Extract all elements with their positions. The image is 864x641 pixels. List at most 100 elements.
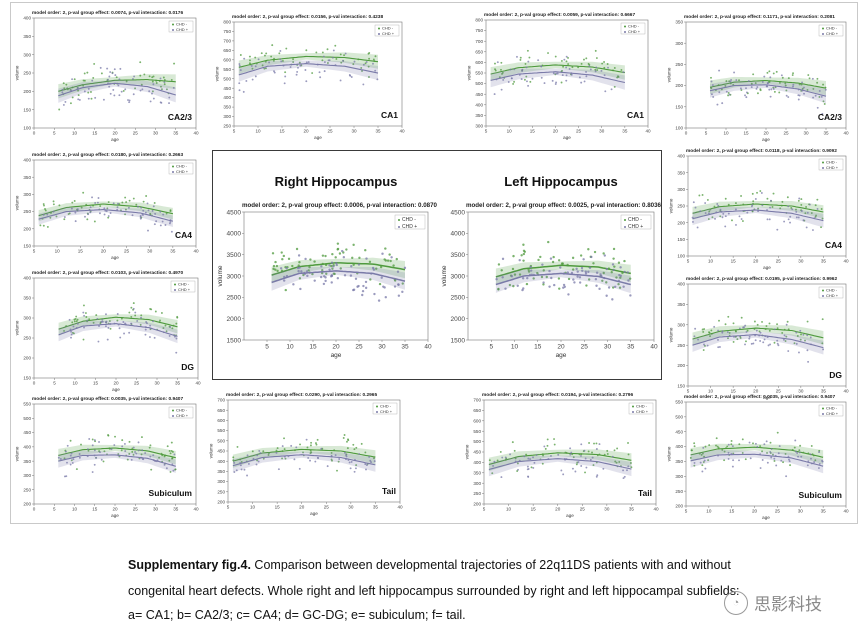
scatter-point bbox=[130, 322, 133, 325]
scatter-point bbox=[495, 278, 498, 281]
scatter-point bbox=[69, 463, 72, 466]
scatter-point bbox=[132, 302, 135, 305]
scatter-point bbox=[577, 461, 580, 463]
legend-label: CHD - bbox=[178, 282, 190, 287]
scatter-point bbox=[322, 55, 325, 58]
scatter-point bbox=[170, 230, 173, 233]
scatter-point bbox=[240, 468, 243, 471]
scatter-point bbox=[334, 44, 337, 47]
scatter-point bbox=[616, 447, 619, 450]
scatter-point bbox=[617, 282, 620, 286]
scatter-point bbox=[510, 77, 513, 80]
scatter-point bbox=[337, 460, 340, 463]
confidence-band bbox=[38, 206, 173, 228]
y-tick-label: 450 bbox=[217, 449, 225, 454]
fit-curve bbox=[692, 334, 824, 349]
scatter-point bbox=[139, 89, 142, 92]
scatter-point bbox=[140, 316, 142, 319]
scatter-point bbox=[787, 218, 790, 221]
scatter-point bbox=[139, 61, 142, 64]
x-tick-label: 5 bbox=[687, 389, 690, 394]
scatter-point bbox=[147, 229, 149, 232]
scatter-point bbox=[726, 445, 729, 448]
scatter-point bbox=[704, 445, 707, 448]
scatter-point bbox=[746, 329, 749, 332]
confidence-band bbox=[58, 74, 176, 99]
scatter-point bbox=[769, 76, 772, 79]
scatter-point bbox=[785, 94, 788, 97]
panel-tail-left: model order: 2, p-val group effect: 0.01… bbox=[464, 392, 659, 518]
scatter-point bbox=[542, 283, 545, 286]
legend-label: CHD + bbox=[826, 31, 839, 36]
scatter-point bbox=[99, 322, 102, 325]
scatter-point bbox=[273, 71, 276, 74]
x-tick-label: 15 bbox=[531, 507, 537, 512]
scatter-point bbox=[804, 212, 807, 215]
scatter-point bbox=[770, 199, 772, 202]
scatter-point bbox=[525, 453, 528, 456]
scatter-point bbox=[118, 78, 121, 81]
legend-box bbox=[628, 402, 654, 415]
legend-label: CHD + bbox=[826, 411, 839, 416]
scatter-point bbox=[731, 219, 733, 222]
legend-marker bbox=[172, 29, 174, 31]
y-tick-label: 1500 bbox=[451, 337, 466, 344]
scatter-point bbox=[739, 87, 742, 90]
scatter-point bbox=[271, 252, 275, 255]
legend-label: CHD + bbox=[176, 413, 189, 418]
x-tick-label: 20 bbox=[101, 249, 107, 254]
scatter-point bbox=[745, 330, 748, 333]
scatter-point bbox=[295, 73, 298, 76]
scatter-point bbox=[798, 449, 801, 452]
scatter-point bbox=[768, 329, 771, 332]
scatter-point bbox=[786, 320, 789, 323]
plot-area bbox=[483, 399, 657, 505]
scatter-point bbox=[702, 461, 705, 463]
x-tick-label: 40 bbox=[645, 129, 651, 134]
scatter-point bbox=[565, 55, 568, 58]
scatter-point bbox=[547, 240, 550, 244]
scatter-point bbox=[755, 87, 758, 90]
y-tick-label: 150 bbox=[675, 104, 683, 109]
scatter-point bbox=[131, 214, 134, 217]
scatter-point bbox=[134, 450, 136, 453]
scatter-point bbox=[723, 450, 726, 453]
scatter-point bbox=[706, 198, 709, 201]
scatter-point bbox=[368, 76, 370, 78]
scatter-point bbox=[160, 312, 163, 314]
scatter-point bbox=[393, 285, 397, 288]
scatter-point bbox=[522, 252, 526, 256]
scatter-point bbox=[323, 70, 326, 73]
scatter-point bbox=[756, 323, 759, 326]
scatter-point bbox=[159, 224, 162, 227]
scatter-point bbox=[64, 450, 67, 453]
scatter-point bbox=[353, 60, 356, 63]
scatter-point bbox=[305, 438, 308, 441]
scatter-point bbox=[99, 66, 102, 69]
scatter-point bbox=[377, 299, 381, 302]
scatter-point bbox=[232, 456, 235, 459]
scatter-point bbox=[121, 201, 124, 204]
x-tick-label: 35 bbox=[401, 344, 409, 351]
x-tick-label: 5 bbox=[485, 129, 488, 134]
x-tick-label: 35 bbox=[821, 389, 827, 394]
scatter-point bbox=[789, 215, 792, 218]
scatter-point bbox=[141, 88, 144, 91]
legend-label: CHD + bbox=[628, 224, 643, 230]
scatter-point bbox=[147, 209, 150, 212]
scatter-point bbox=[724, 323, 727, 326]
scatter-point bbox=[768, 218, 771, 221]
scatter-point bbox=[781, 331, 784, 334]
scatter-point bbox=[149, 336, 151, 339]
legend-label: CHD - bbox=[826, 26, 838, 31]
y-tick-label: 350 bbox=[677, 170, 685, 175]
y-tick-label: 400 bbox=[23, 444, 31, 449]
legend-marker bbox=[174, 289, 176, 291]
scatter-point bbox=[373, 457, 375, 460]
y-tick-label: 800 bbox=[475, 18, 483, 23]
scatter-point bbox=[512, 82, 515, 85]
scatter-point bbox=[591, 451, 593, 454]
scatter-point bbox=[124, 322, 127, 325]
scatter-point bbox=[284, 75, 287, 78]
legend-box bbox=[170, 280, 196, 293]
